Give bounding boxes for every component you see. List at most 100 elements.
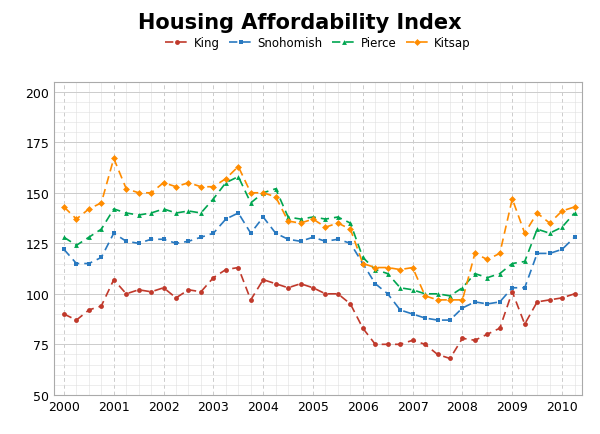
Snohomish — [521, 286, 529, 291]
King — [509, 289, 516, 295]
King — [185, 287, 192, 293]
Pierce — [509, 261, 516, 266]
Pierce — [235, 174, 242, 180]
Pierce — [371, 267, 379, 273]
Kitsap — [371, 265, 379, 270]
Pierce — [496, 271, 503, 276]
Pierce — [160, 207, 167, 212]
Line: Kitsap: Kitsap — [62, 157, 577, 302]
Snohomish — [559, 247, 566, 253]
Kitsap — [110, 157, 118, 162]
Kitsap — [384, 265, 391, 270]
King — [371, 342, 379, 347]
Kitsap — [235, 164, 242, 170]
Kitsap — [446, 298, 454, 303]
King — [334, 292, 341, 297]
King — [347, 302, 354, 307]
Snohomish — [272, 231, 279, 236]
Pierce — [571, 211, 578, 216]
King — [110, 277, 118, 283]
Kitsap — [409, 265, 416, 270]
Pierce — [434, 292, 441, 297]
Kitsap — [509, 197, 516, 202]
King — [98, 304, 105, 309]
Snohomish — [135, 241, 142, 247]
King — [559, 296, 566, 301]
Snohomish — [384, 292, 391, 297]
Pierce — [172, 211, 179, 216]
King — [409, 338, 416, 343]
Snohomish — [484, 302, 491, 307]
King — [546, 298, 553, 303]
Legend: King, Snohomish, Pierce, Kitsap: King, Snohomish, Pierce, Kitsap — [161, 32, 475, 55]
King — [472, 338, 479, 343]
Snohomish — [421, 316, 428, 321]
King — [571, 292, 578, 297]
Snohomish — [509, 286, 516, 291]
Snohomish — [110, 231, 118, 236]
Pierce — [297, 217, 304, 222]
Pierce — [135, 213, 142, 218]
King — [533, 299, 541, 305]
Snohomish — [73, 261, 80, 266]
Pierce — [384, 271, 391, 276]
Pierce — [484, 276, 491, 281]
Pierce — [521, 259, 529, 264]
Kitsap — [297, 221, 304, 226]
Kitsap — [148, 191, 155, 196]
Pierce — [148, 211, 155, 216]
King — [73, 318, 80, 323]
King — [359, 326, 367, 331]
Kitsap — [260, 191, 267, 196]
Pierce — [347, 221, 354, 226]
Kitsap — [61, 205, 68, 210]
Kitsap — [571, 205, 578, 210]
Kitsap — [85, 207, 92, 212]
King — [434, 352, 441, 357]
Kitsap — [397, 267, 404, 273]
Kitsap — [472, 251, 479, 256]
Text: Housing Affordability Index: Housing Affordability Index — [138, 13, 462, 33]
Snohomish — [222, 217, 229, 222]
Line: King: King — [62, 266, 577, 361]
Pierce — [459, 286, 466, 291]
King — [235, 265, 242, 270]
Pierce — [559, 225, 566, 230]
Kitsap — [247, 191, 254, 196]
King — [284, 286, 292, 291]
Snohomish — [334, 237, 341, 242]
Pierce — [122, 211, 130, 216]
Pierce — [210, 197, 217, 202]
Pierce — [85, 235, 92, 240]
Snohomish — [459, 306, 466, 311]
Snohomish — [85, 261, 92, 266]
King — [222, 267, 229, 273]
Snohomish — [496, 299, 503, 305]
Pierce — [397, 286, 404, 291]
Pierce — [73, 243, 80, 248]
Pierce — [546, 231, 553, 236]
Snohomish — [546, 251, 553, 256]
King — [421, 342, 428, 347]
Kitsap — [459, 298, 466, 303]
Snohomish — [533, 251, 541, 256]
Snohomish — [122, 239, 130, 244]
Pierce — [334, 215, 341, 220]
Kitsap — [122, 187, 130, 192]
Kitsap — [496, 251, 503, 256]
King — [260, 277, 267, 283]
Pierce — [61, 235, 68, 240]
King — [322, 292, 329, 297]
Pierce — [322, 217, 329, 222]
King — [459, 336, 466, 341]
Kitsap — [222, 177, 229, 182]
Snohomish — [235, 211, 242, 216]
Pierce — [247, 201, 254, 206]
Pierce — [284, 215, 292, 220]
Kitsap — [310, 217, 317, 222]
Kitsap — [210, 185, 217, 190]
King — [310, 286, 317, 291]
Pierce — [446, 293, 454, 299]
Snohomish — [434, 318, 441, 323]
King — [160, 286, 167, 291]
